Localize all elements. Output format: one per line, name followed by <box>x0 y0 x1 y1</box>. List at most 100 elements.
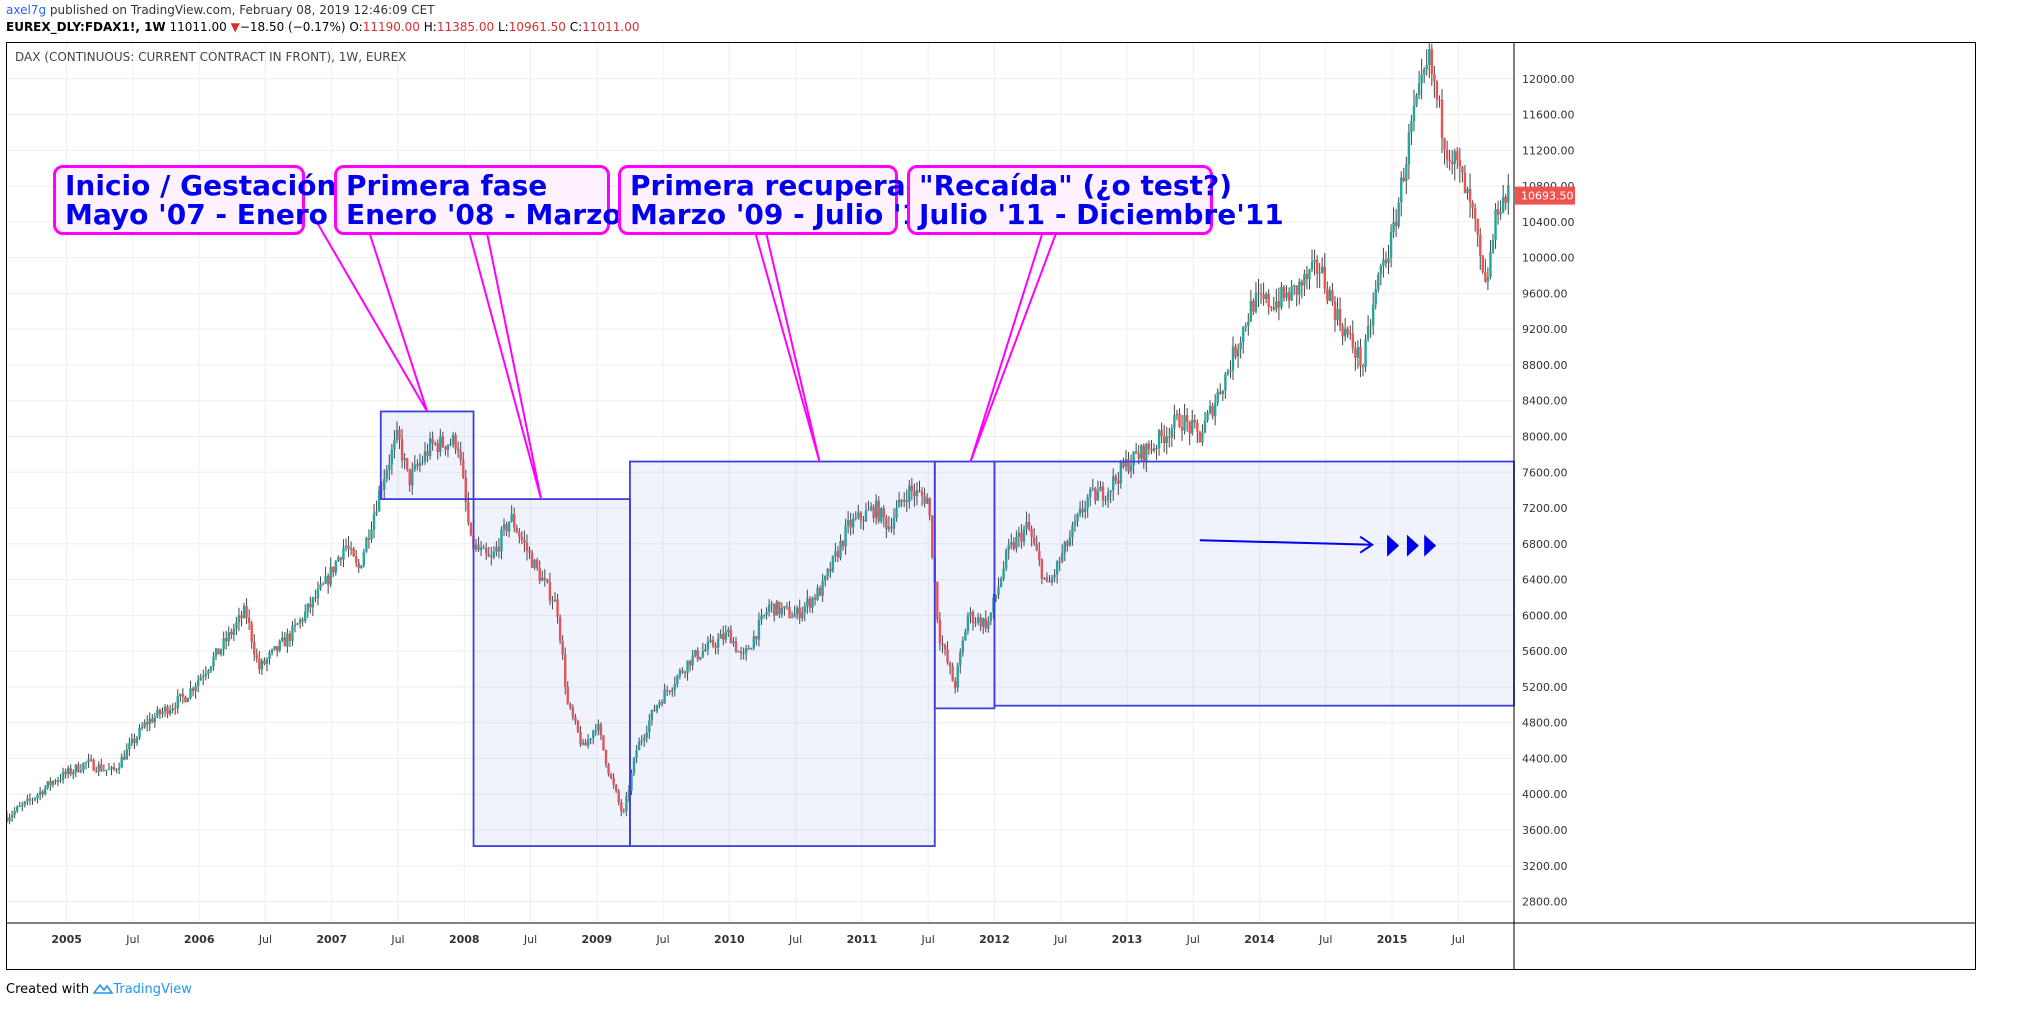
publish-line: axel7g published on TradingView.com, Feb… <box>6 3 435 17</box>
y-tick-label: 9200.00 <box>1522 323 1568 336</box>
candle-body <box>1321 266 1324 273</box>
candle-body <box>936 581 939 620</box>
candle-body <box>1104 500 1107 502</box>
candle-body <box>1043 577 1046 579</box>
candle-body <box>204 673 208 677</box>
candle-body <box>1109 490 1112 493</box>
candle-body <box>1443 138 1446 150</box>
candle-body <box>507 521 511 532</box>
candle-body <box>490 556 493 558</box>
candle-body <box>1061 552 1064 562</box>
candle-body <box>650 710 654 721</box>
candle-body <box>1292 285 1296 287</box>
candle-body <box>844 525 847 547</box>
candle-body <box>235 622 238 629</box>
candle-body <box>151 718 154 723</box>
candle-body <box>1359 346 1362 367</box>
candle-body <box>209 666 213 671</box>
candle-body <box>166 706 169 715</box>
candle-body <box>699 657 702 660</box>
chart-canvas[interactable]: 2800.00 3200.00 3600.00 4000.00 4400.00 4800.… <box>7 43 1975 969</box>
candle-body <box>59 779 62 781</box>
candle-body <box>579 731 582 745</box>
candle-body <box>260 660 264 670</box>
candle-body <box>530 552 534 568</box>
candle-body <box>859 512 863 520</box>
candle-body <box>283 637 287 647</box>
candle-body <box>1252 300 1255 312</box>
phase-zone <box>379 410 475 500</box>
candle-body <box>393 439 396 450</box>
candle-body <box>1083 507 1087 513</box>
candle-body <box>1305 273 1309 280</box>
y-tick-label: 4400.00 <box>1522 752 1568 765</box>
candle-body <box>1004 550 1008 569</box>
arrowhead-mark <box>1406 534 1419 557</box>
candle-body <box>1295 285 1298 295</box>
candle-body <box>1349 333 1352 335</box>
candle-body <box>1389 231 1393 258</box>
candle-body <box>834 551 837 556</box>
candle-body <box>161 711 164 715</box>
candle-body <box>115 769 118 771</box>
candle-body <box>342 547 345 560</box>
candle-body <box>158 709 162 715</box>
candle-body <box>1433 73 1436 82</box>
y-tick-label: 3200.00 <box>1522 860 1568 873</box>
callout-dates: Julio '11 - Diciembre'11 <box>919 198 1284 231</box>
candle-body <box>607 764 610 775</box>
ohlc-line: EUREX_DLY:FDAX1!, 1W 11011.00 ▼−18.50 (−… <box>6 20 639 34</box>
candle-body <box>82 763 85 771</box>
callout-recaida[interactable]: "Recaída" (¿o test?) Julio '11 - Diciemb… <box>907 165 1284 235</box>
author-link[interactable]: axel7g <box>6 3 47 17</box>
candle-body <box>765 611 768 615</box>
callout-recuperacion[interactable]: Primera recuperación Marzo '09 - Julio '… <box>618 165 971 235</box>
tradingview-link[interactable]: TradingView <box>113 982 192 997</box>
candle-body <box>739 651 743 654</box>
callout-inicio[interactable]: Inicio / Gestación Mayo '07 - Enero '08 <box>53 165 385 235</box>
chart-frame[interactable]: 2800.00 3200.00 3600.00 4000.00 4400.00 4800.… <box>6 42 1976 970</box>
candle-body <box>405 458 409 469</box>
candle-body <box>1351 333 1355 349</box>
candle-body <box>174 708 177 710</box>
candle-body <box>148 718 151 725</box>
candle-body <box>1468 188 1472 203</box>
y-tick-label: 3600.00 <box>1522 824 1568 837</box>
candle-body <box>365 537 368 553</box>
candle-body <box>97 764 100 772</box>
candle-body <box>1313 259 1316 263</box>
x-tick-label: 2012 <box>979 933 1010 946</box>
candle-body <box>1096 490 1100 501</box>
high-label: H: <box>423 20 437 34</box>
candle-body <box>976 617 980 623</box>
candle-body <box>212 656 215 667</box>
candle-body <box>1022 528 1026 542</box>
candle-body <box>293 624 297 626</box>
candle-body <box>857 512 860 518</box>
candle-body <box>849 519 852 528</box>
y-tick-label: 7600.00 <box>1522 466 1568 479</box>
candle-body <box>1300 281 1304 286</box>
callout-primera-fase[interactable]: Primera fase Enero '08 - Marzo '09 <box>334 165 679 235</box>
candle-body <box>469 522 473 536</box>
y-tick-label: 11200.00 <box>1522 144 1575 157</box>
callout-title: Primera recuperación <box>630 169 971 202</box>
candle-body <box>1285 292 1288 298</box>
candle-body <box>143 722 146 728</box>
candle-body <box>816 587 819 600</box>
candle-body <box>961 640 965 653</box>
callout-title: "Recaída" (¿o test?) <box>919 169 1232 202</box>
candle-body <box>354 556 358 563</box>
candle-body <box>1089 489 1092 498</box>
candle-body <box>181 693 185 697</box>
candle-body <box>1275 301 1278 310</box>
candle-body <box>281 637 284 641</box>
candle-body <box>1392 221 1395 232</box>
candle-body <box>454 434 457 449</box>
candle-body <box>1066 541 1069 546</box>
candle-body <box>1435 81 1439 100</box>
candle-body <box>268 652 271 659</box>
arrowhead-mark <box>1387 534 1400 557</box>
candle-body <box>688 660 692 666</box>
candle-body <box>597 724 600 731</box>
